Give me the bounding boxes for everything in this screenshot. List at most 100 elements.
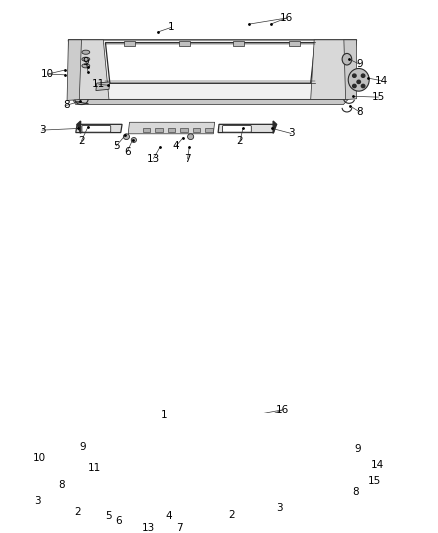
Text: 8: 8 — [59, 480, 65, 490]
Ellipse shape — [82, 50, 90, 54]
Text: 15: 15 — [372, 92, 385, 102]
Bar — [205, 127, 213, 132]
Polygon shape — [218, 124, 275, 133]
Circle shape — [365, 456, 368, 459]
Polygon shape — [43, 416, 364, 487]
Polygon shape — [77, 121, 81, 133]
Text: 3: 3 — [39, 125, 46, 135]
Polygon shape — [68, 40, 109, 100]
Circle shape — [353, 74, 356, 77]
Bar — [193, 127, 201, 132]
Ellipse shape — [82, 57, 90, 61]
FancyBboxPatch shape — [64, 455, 103, 475]
Text: 4: 4 — [173, 141, 180, 151]
Text: 2: 2 — [78, 136, 85, 146]
Text: 9: 9 — [82, 56, 89, 67]
Text: 2: 2 — [228, 510, 234, 520]
Ellipse shape — [82, 64, 90, 68]
Circle shape — [116, 520, 122, 526]
Bar — [158, 515, 165, 519]
Circle shape — [124, 134, 130, 140]
Text: 8: 8 — [356, 107, 363, 117]
Ellipse shape — [346, 431, 356, 442]
Polygon shape — [301, 422, 353, 466]
Text: 13: 13 — [147, 154, 160, 164]
Bar — [184, 515, 191, 519]
Circle shape — [360, 452, 364, 455]
Text: 2: 2 — [237, 136, 243, 146]
Ellipse shape — [352, 442, 373, 462]
Bar — [155, 127, 163, 132]
Bar — [168, 127, 176, 132]
Polygon shape — [65, 507, 69, 519]
Text: 9: 9 — [356, 59, 363, 69]
Bar — [124, 42, 135, 46]
Bar — [143, 127, 150, 132]
Polygon shape — [207, 511, 265, 519]
Text: 15: 15 — [367, 476, 381, 486]
Circle shape — [365, 447, 368, 450]
Polygon shape — [128, 122, 215, 134]
Polygon shape — [42, 417, 65, 486]
FancyBboxPatch shape — [82, 126, 111, 132]
Text: 7: 7 — [184, 154, 191, 164]
Polygon shape — [273, 121, 277, 133]
Polygon shape — [73, 100, 348, 104]
Circle shape — [353, 84, 356, 87]
Bar — [145, 515, 152, 519]
Circle shape — [356, 456, 360, 459]
Text: 10: 10 — [32, 453, 46, 463]
Circle shape — [187, 134, 194, 140]
Polygon shape — [46, 415, 363, 420]
Text: 13: 13 — [141, 523, 155, 533]
Bar — [233, 42, 244, 46]
Polygon shape — [21, 523, 48, 533]
Polygon shape — [345, 416, 364, 485]
FancyBboxPatch shape — [223, 126, 251, 132]
Circle shape — [180, 520, 186, 526]
Polygon shape — [49, 485, 358, 492]
Bar — [196, 515, 203, 519]
FancyBboxPatch shape — [212, 512, 239, 519]
Polygon shape — [55, 423, 109, 465]
Text: 10: 10 — [41, 69, 54, 79]
Circle shape — [361, 84, 365, 87]
Circle shape — [123, 523, 128, 529]
FancyBboxPatch shape — [104, 416, 125, 424]
Text: 3: 3 — [276, 503, 283, 513]
Polygon shape — [311, 40, 357, 100]
Ellipse shape — [342, 53, 352, 65]
Text: 1: 1 — [161, 410, 168, 420]
Text: 8: 8 — [352, 487, 359, 497]
Bar — [289, 42, 300, 46]
Text: 16: 16 — [280, 13, 293, 23]
Text: 14: 14 — [375, 76, 388, 86]
Polygon shape — [67, 40, 81, 100]
Bar — [180, 127, 188, 132]
Ellipse shape — [47, 434, 55, 438]
Polygon shape — [57, 422, 353, 483]
Text: 11: 11 — [92, 79, 106, 90]
Circle shape — [356, 447, 360, 450]
Text: 5: 5 — [106, 511, 112, 521]
Text: 3: 3 — [288, 128, 294, 139]
FancyBboxPatch shape — [70, 512, 97, 519]
Text: 9: 9 — [354, 445, 361, 455]
Text: 2: 2 — [74, 507, 81, 516]
FancyBboxPatch shape — [222, 416, 243, 424]
Ellipse shape — [348, 68, 369, 91]
Text: 8: 8 — [63, 100, 70, 110]
Polygon shape — [190, 465, 219, 470]
Ellipse shape — [47, 423, 55, 427]
Text: 4: 4 — [166, 511, 172, 521]
FancyBboxPatch shape — [279, 416, 300, 424]
Text: 5: 5 — [113, 141, 120, 151]
Polygon shape — [96, 82, 110, 91]
Text: 16: 16 — [276, 405, 289, 415]
Text: 11: 11 — [88, 463, 101, 473]
Polygon shape — [65, 511, 118, 519]
Text: 9: 9 — [79, 442, 86, 452]
Polygon shape — [68, 40, 357, 100]
Text: 6: 6 — [124, 147, 131, 157]
Bar — [179, 42, 190, 46]
